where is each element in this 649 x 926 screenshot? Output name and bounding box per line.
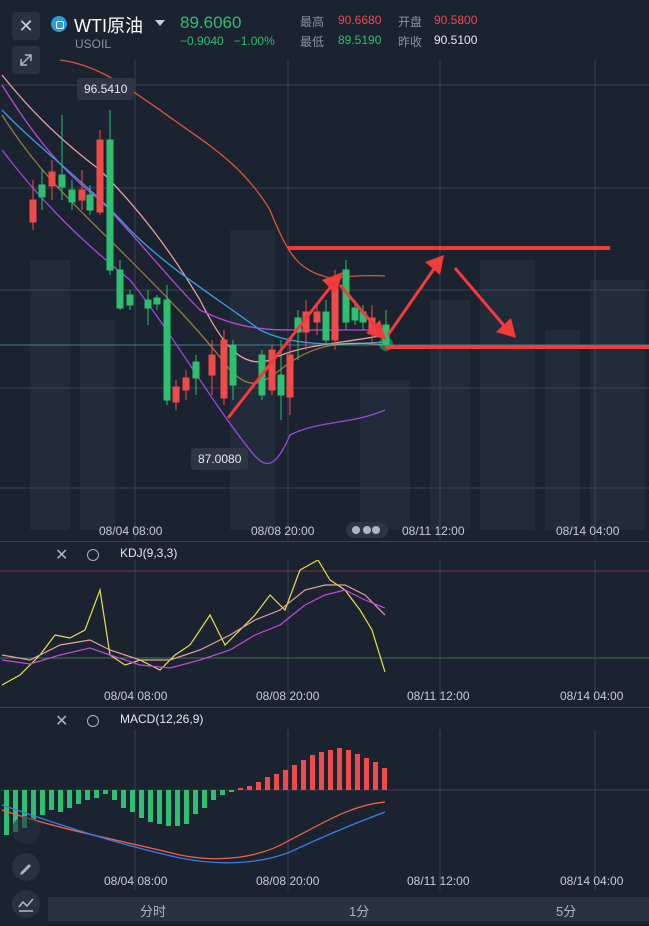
prev-close-label: 昨收 <box>398 35 423 49</box>
kdj-title: KDJ(9,3,3) <box>120 546 178 560</box>
kdj-chart <box>0 560 649 700</box>
main-x-tick: 08/11 12:00 <box>402 524 465 538</box>
open-value: 90.5800 <box>434 13 478 27</box>
expand-icon[interactable] <box>12 46 40 74</box>
kdj-x-tick: 08/08 20:00 <box>256 689 320 703</box>
tool-button[interactable] <box>12 816 40 844</box>
timeframe-tab-timeshare[interactable]: 分时 <box>140 904 167 919</box>
min-price-tag: 87.0080 <box>191 448 249 470</box>
gear-icon[interactable] <box>87 549 99 561</box>
high-value: 90.6680 <box>338 13 382 27</box>
macd-x-tick: 08/11 12:00 <box>407 874 470 888</box>
kdj-x-tick: 08/04 08:00 <box>104 689 168 703</box>
macd-title: MACD(12,26,9) <box>120 712 204 726</box>
price-change: −0.9040 −1.00% <box>180 34 275 48</box>
gear-icon[interactable] <box>87 715 99 727</box>
main-x-tick: 08/04 08:00 <box>99 524 163 538</box>
max-price-tag: 96.5410 <box>77 78 135 100</box>
high-label: 最高 <box>300 15 325 29</box>
timeframe-tab-1m[interactable]: 1分 <box>349 904 370 919</box>
change-percent: −1.00% <box>233 34 275 48</box>
chevron-down-icon[interactable] <box>155 20 165 26</box>
close-indicator-icon[interactable]: ✕ <box>55 713 69 730</box>
open-label: 开盘 <box>398 15 423 29</box>
macd-x-tick: 08/04 08:00 <box>104 874 168 888</box>
timeframe-tab-5m[interactable]: 5分 <box>556 904 577 919</box>
candlesticks <box>29 110 390 420</box>
macd-chart <box>0 730 649 890</box>
close-indicator-icon[interactable]: ✕ <box>55 547 69 564</box>
timeframe-bar: 分时 1分 5分 <box>48 897 649 921</box>
low-label: 最低 <box>300 35 325 49</box>
annotation-drawings[interactable] <box>226 246 649 419</box>
main-x-tick: 08/08 20:00 <box>251 524 315 538</box>
symbol-title[interactable]: WTI原油 <box>74 16 143 36</box>
symbol-icon <box>51 16 67 32</box>
scroll-handle[interactable] <box>346 522 388 538</box>
kdj-x-tick: 08/11 12:00 <box>407 689 470 703</box>
low-value: 89.5190 <box>338 33 382 47</box>
close-icon[interactable]: ✕ <box>12 12 40 40</box>
prev-close-value: 90.5100 <box>434 33 478 47</box>
change-value: −0.9040 <box>180 34 224 48</box>
macd-x-tick: 08/14 04:00 <box>560 874 624 888</box>
last-price: 89.6060 <box>180 13 242 32</box>
kdj-x-tick: 08/14 04:00 <box>560 689 624 703</box>
moving-averages <box>1 59 386 465</box>
indicator-icon[interactable] <box>12 890 40 918</box>
main-x-tick: 08/14 04:00 <box>556 524 620 538</box>
symbol-code: USOIL <box>75 37 112 51</box>
pencil-icon[interactable] <box>12 853 40 881</box>
macd-x-tick: 08/08 20:00 <box>256 874 320 888</box>
